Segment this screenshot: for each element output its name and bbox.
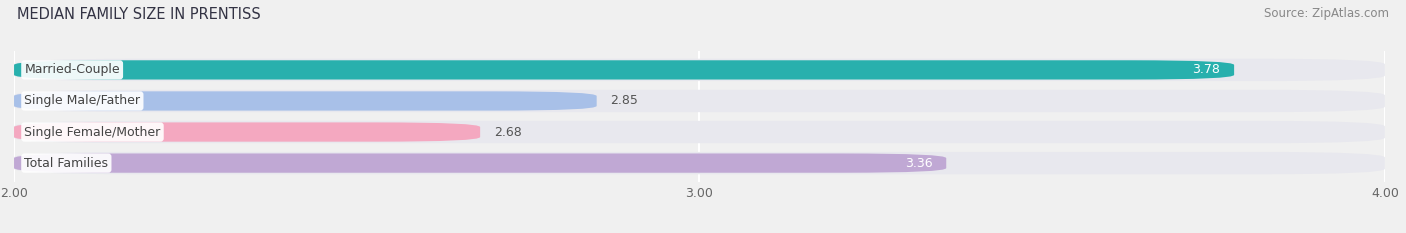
FancyBboxPatch shape [14, 91, 596, 111]
FancyBboxPatch shape [14, 60, 1234, 79]
Text: Source: ZipAtlas.com: Source: ZipAtlas.com [1264, 7, 1389, 20]
Text: 2.68: 2.68 [494, 126, 522, 139]
FancyBboxPatch shape [14, 122, 481, 142]
Text: Married-Couple: Married-Couple [24, 63, 120, 76]
Text: Single Female/Mother: Single Female/Mother [24, 126, 160, 139]
Text: 2.85: 2.85 [610, 94, 638, 107]
FancyBboxPatch shape [14, 152, 1385, 174]
FancyBboxPatch shape [14, 154, 946, 173]
Text: Single Male/Father: Single Male/Father [24, 94, 141, 107]
Text: 3.78: 3.78 [1192, 63, 1220, 76]
Text: Total Families: Total Families [24, 157, 108, 170]
FancyBboxPatch shape [14, 90, 1385, 112]
FancyBboxPatch shape [14, 59, 1385, 81]
Text: MEDIAN FAMILY SIZE IN PRENTISS: MEDIAN FAMILY SIZE IN PRENTISS [17, 7, 260, 22]
FancyBboxPatch shape [14, 121, 1385, 143]
Text: 3.36: 3.36 [905, 157, 932, 170]
